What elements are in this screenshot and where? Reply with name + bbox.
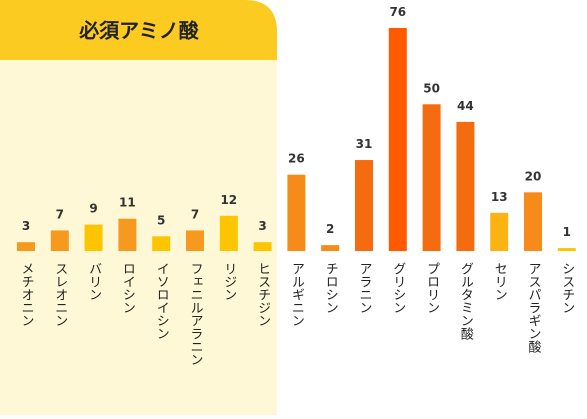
value-label: 2 (326, 222, 334, 236)
bar (490, 212, 509, 251)
x-tick-label: グルタミン酸 (458, 262, 474, 340)
value-label: 50 (423, 81, 440, 95)
value-label: 13 (491, 190, 508, 204)
bar (355, 160, 373, 251)
x-tick-label: リジン (221, 262, 236, 301)
value-label: 5 (157, 213, 165, 227)
x-tick-label: プロリン (424, 262, 439, 314)
bar (422, 104, 441, 251)
bar (456, 121, 475, 251)
value-label: 3 (258, 219, 266, 233)
value-label: 1 (563, 225, 571, 239)
x-tick-label: フェニルアラニン (188, 262, 203, 366)
value-label: 31 (356, 137, 373, 151)
highlight-header (0, 0, 277, 60)
highlight-area (0, 0, 277, 415)
value-label: 11 (119, 196, 136, 210)
bar (321, 245, 340, 251)
bar (50, 230, 69, 251)
bar (84, 224, 103, 251)
x-tick-label: シスチン (559, 262, 574, 314)
x-tick-label: チロシン (323, 262, 338, 314)
x-tick-label: ヒスチジン (255, 262, 270, 327)
x-tick-label: ロイシン (120, 262, 135, 314)
bar (152, 236, 171, 251)
x-tick-label: バリン (86, 262, 102, 301)
value-label: 20 (525, 169, 542, 183)
bar (118, 218, 137, 251)
bar (557, 248, 576, 251)
value-label: 7 (56, 207, 64, 221)
bar (186, 230, 204, 251)
value-label: 9 (89, 202, 97, 216)
bar (287, 174, 306, 251)
x-tick-label: アスパラギン酸 (526, 262, 542, 353)
value-label: 26 (288, 152, 305, 166)
bar (219, 215, 238, 251)
bar (253, 242, 272, 251)
x-tick-label: グリシン (390, 262, 406, 314)
bar (524, 192, 542, 251)
highlight-label: 必須アミノ酸 (78, 19, 200, 43)
value-label: 7 (191, 207, 199, 221)
x-tick-label: スレオニン (52, 262, 67, 327)
x-tick-label: イソロイシン (154, 262, 169, 340)
bar (388, 28, 407, 251)
x-tick-label: メチオニン (19, 262, 34, 327)
value-label: 76 (389, 5, 406, 19)
value-label: 12 (220, 193, 237, 207)
bar (17, 242, 35, 251)
x-tick-label: アルギニン (289, 262, 304, 327)
x-tick-label: セリン (492, 262, 508, 301)
x-tick-label: アラニン (357, 262, 372, 314)
value-label: 44 (457, 99, 474, 113)
value-label: 3 (22, 219, 30, 233)
